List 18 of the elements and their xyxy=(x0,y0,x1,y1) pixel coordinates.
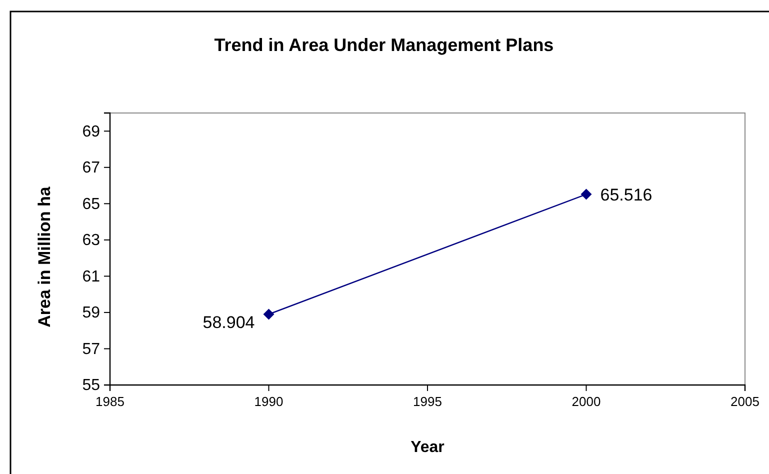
data-label: 58.904 xyxy=(202,313,255,332)
x-axis-title: Year xyxy=(410,439,444,456)
data-label: 65.516 xyxy=(600,185,652,204)
y-tick-label: 69 xyxy=(82,123,100,140)
y-tick-label: 63 xyxy=(82,232,100,250)
y-axis-title: Area in Million ha xyxy=(35,186,54,328)
y-tick-label: 55 xyxy=(82,377,100,394)
x-tick-label: 1995 xyxy=(413,394,442,410)
y-tick-label: 57 xyxy=(82,340,100,358)
y-tick-label: 61 xyxy=(82,268,100,286)
y-tick-label: 59 xyxy=(82,304,100,322)
x-tick-label: 2000 xyxy=(572,394,601,410)
y-tick-label: 67 xyxy=(82,160,100,177)
y-tick-label: 65 xyxy=(82,196,100,213)
chart-title: Trend in Area Under Management Plans xyxy=(214,35,554,55)
x-tick-label: 2005 xyxy=(730,394,760,410)
x-tick-label: 1990 xyxy=(254,394,284,410)
x-tick-label: 1985 xyxy=(96,394,124,410)
